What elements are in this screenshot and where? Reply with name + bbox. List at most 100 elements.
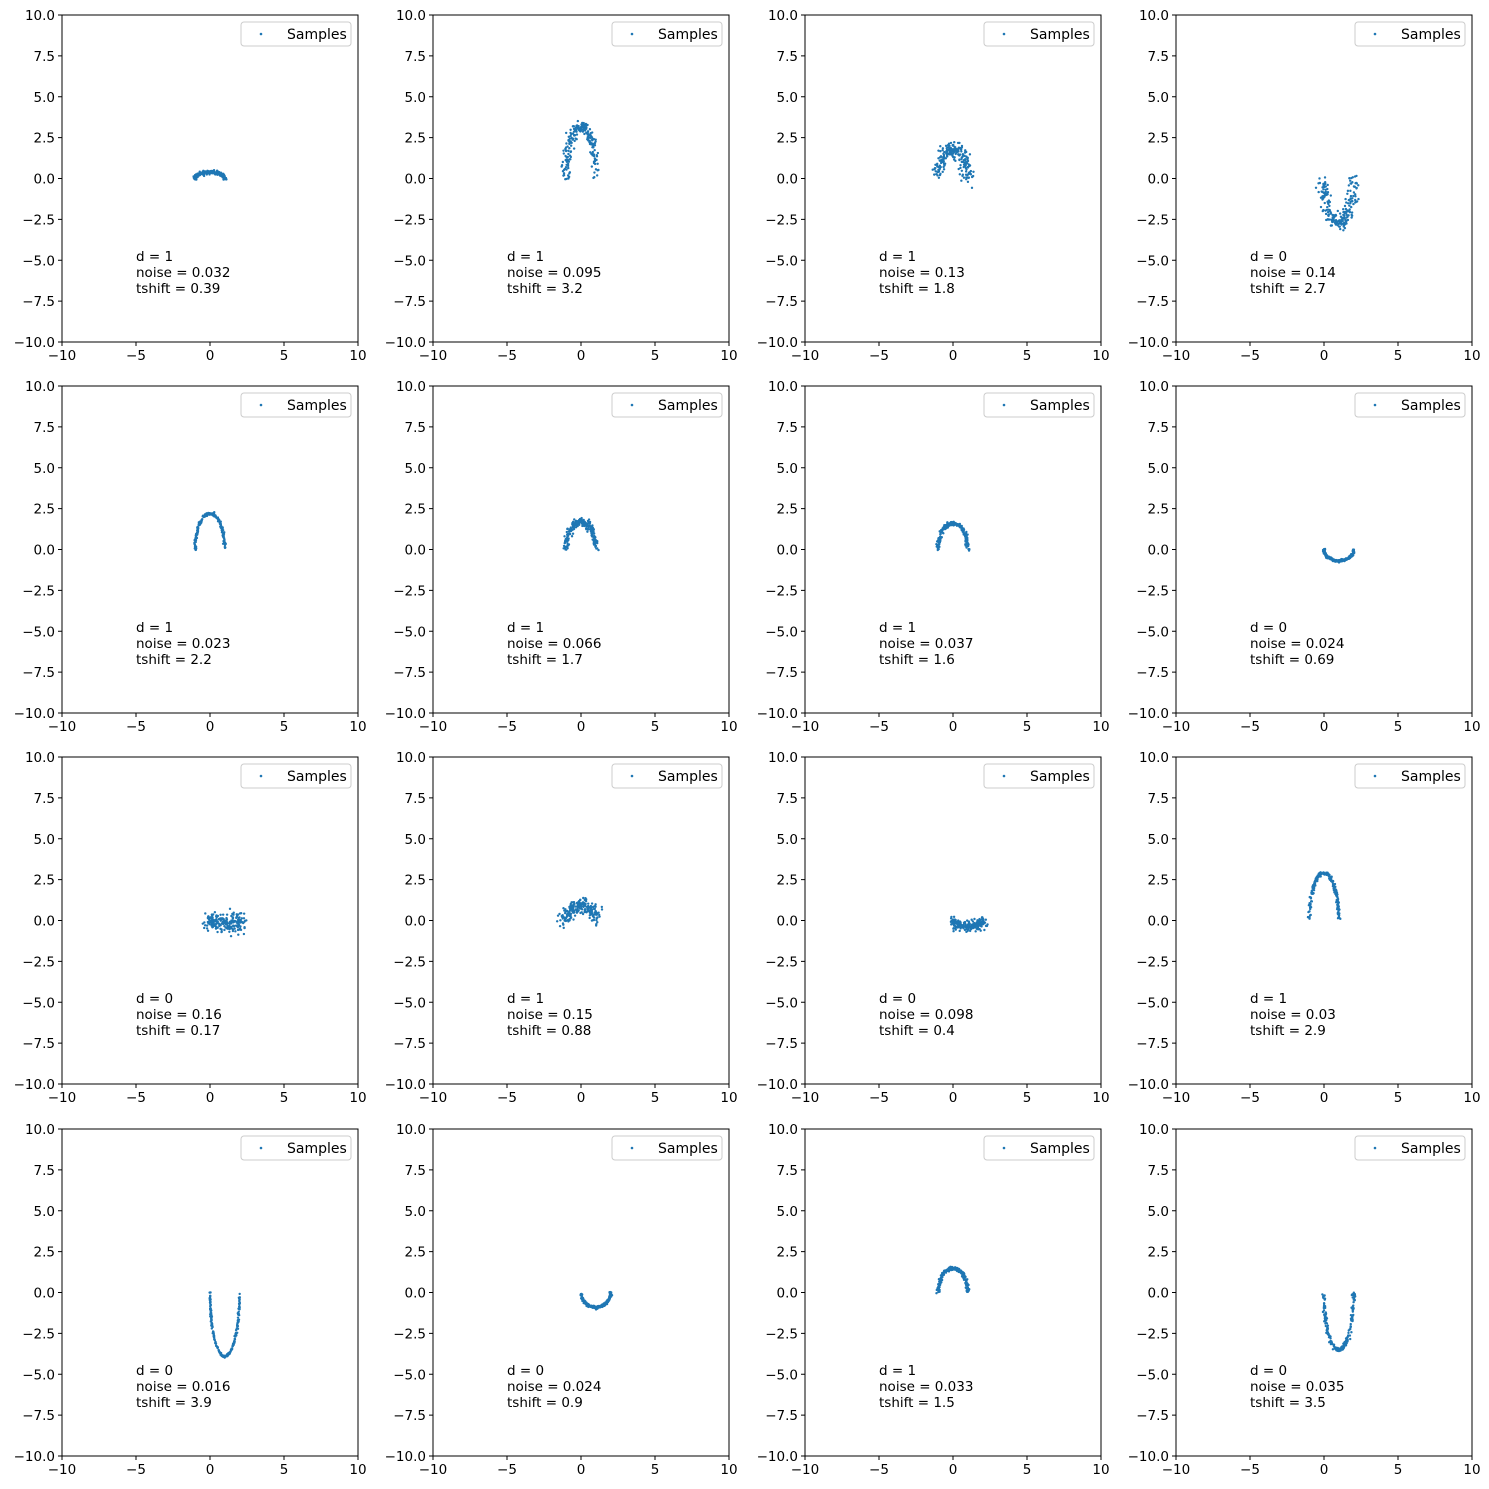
sample-point: [586, 130, 590, 133]
sample-point: [951, 144, 955, 147]
sample-point: [953, 140, 956, 144]
sample-point: [559, 919, 562, 922]
legend: Samples: [1354, 21, 1466, 47]
sample-point: [236, 1316, 240, 1319]
x-tick-label: −5: [497, 719, 517, 735]
y-tick-label: −10.0: [1128, 335, 1169, 351]
sample-point: [573, 127, 576, 131]
x-tick-label: −5: [497, 1090, 517, 1106]
y-tick-label: 2.5: [1148, 502, 1169, 518]
y-tick-label: −5.0: [1136, 995, 1169, 1011]
y-tick-label: −10.0: [14, 1449, 55, 1465]
sample-point: [955, 151, 958, 154]
subplot-11: −10 −5 0 5 10 10.0 7.5 5.0 2.5 0.0 −2.5 −5.0 −7.5 −10…: [757, 750, 1110, 1106]
sample-point: [578, 129, 581, 132]
sample-point: [590, 908, 594, 911]
sample-point: [562, 926, 565, 930]
sample-point: [214, 915, 218, 918]
annotation-line: noise = 0.095: [507, 265, 601, 281]
sample-point: [560, 165, 563, 168]
sample-point: [208, 173, 211, 176]
sample-point: [220, 918, 224, 921]
y-tick-label: −10.0: [1128, 706, 1169, 722]
y-tick-label: 0.0: [777, 543, 798, 559]
sample-point: [1349, 1325, 1352, 1328]
sample-point: [943, 150, 946, 154]
sample-point: [210, 1318, 213, 1321]
legend-marker: [630, 1146, 634, 1150]
sample-point: [1347, 1329, 1350, 1332]
sample-point: [1336, 916, 1340, 920]
sample-point: [946, 143, 950, 147]
sample-point: [1329, 194, 1333, 197]
y-tick-label: 7.5: [34, 49, 55, 65]
sample-point: [211, 1325, 214, 1329]
sample-point: [976, 921, 979, 925]
sample-point: [230, 914, 233, 918]
sample-point: [585, 131, 589, 135]
x-tick-label: 10: [349, 1462, 366, 1478]
sample-point: [222, 532, 226, 536]
annotation-line: noise = 0.15: [507, 1007, 593, 1023]
sample-point: [966, 180, 970, 184]
sample-point: [937, 169, 941, 172]
sample-point: [983, 928, 986, 932]
sample-point: [582, 896, 585, 900]
sample-point: [592, 137, 596, 141]
y-tick-label: 2.5: [34, 502, 55, 518]
sample-point: [1329, 1337, 1332, 1340]
sample-point: [568, 137, 572, 140]
sample-point: [964, 925, 967, 928]
sample-point: [1310, 889, 1314, 892]
sample-point: [205, 170, 208, 174]
y-tick-label: −7.5: [1136, 1036, 1169, 1052]
y-tick-label: −5.0: [393, 1367, 426, 1383]
x-tick-label: −5: [126, 348, 146, 364]
y-tick-label: −2.5: [765, 583, 798, 599]
sample-point: [597, 913, 601, 917]
annotation-line: d = 1: [879, 249, 916, 265]
annotation-line: tshift = 3.5: [1250, 1395, 1326, 1411]
legend: Samples: [611, 392, 723, 418]
sample-point: [226, 924, 229, 928]
y-tick-label: 7.5: [1148, 420, 1169, 436]
sample-point: [567, 135, 570, 139]
x-tick-label: 5: [280, 1090, 289, 1106]
sample-point: [962, 176, 966, 179]
y-tick-label: 7.5: [1148, 791, 1169, 807]
sample-point: [210, 1315, 214, 1319]
sample-point: [561, 160, 565, 164]
sample-point: [961, 923, 965, 927]
sample-point: [1349, 182, 1353, 185]
y-tick-label: 5.0: [405, 90, 426, 106]
x-tick-label: −5: [1240, 719, 1260, 735]
sample-point: [213, 1338, 216, 1341]
annotation-line: noise = 0.037: [879, 636, 973, 652]
sample-point: [196, 527, 199, 531]
sample-point: [218, 924, 221, 928]
legend-marker: [1373, 1146, 1377, 1150]
sample-point: [1326, 210, 1330, 214]
sample-point: [1350, 211, 1354, 214]
sample-point: [219, 913, 222, 917]
sample-point: [965, 155, 968, 159]
sample-point: [234, 930, 237, 933]
sample-point: [571, 907, 575, 910]
sample-point: [963, 151, 967, 154]
x-tick-label: 0: [206, 348, 215, 364]
sample-point: [238, 1301, 241, 1304]
y-tick-label: 5.0: [777, 90, 798, 106]
sample-point: [1350, 1306, 1353, 1309]
sample-point: [212, 513, 215, 516]
sample-point: [239, 928, 243, 932]
sample-point: [947, 145, 950, 149]
legend-label: Samples: [1030, 27, 1090, 43]
x-tick-label: 10: [1092, 348, 1109, 364]
sample-point: [565, 156, 568, 159]
legend-marker: [1002, 1146, 1006, 1150]
y-tick-label: 7.5: [777, 49, 798, 65]
